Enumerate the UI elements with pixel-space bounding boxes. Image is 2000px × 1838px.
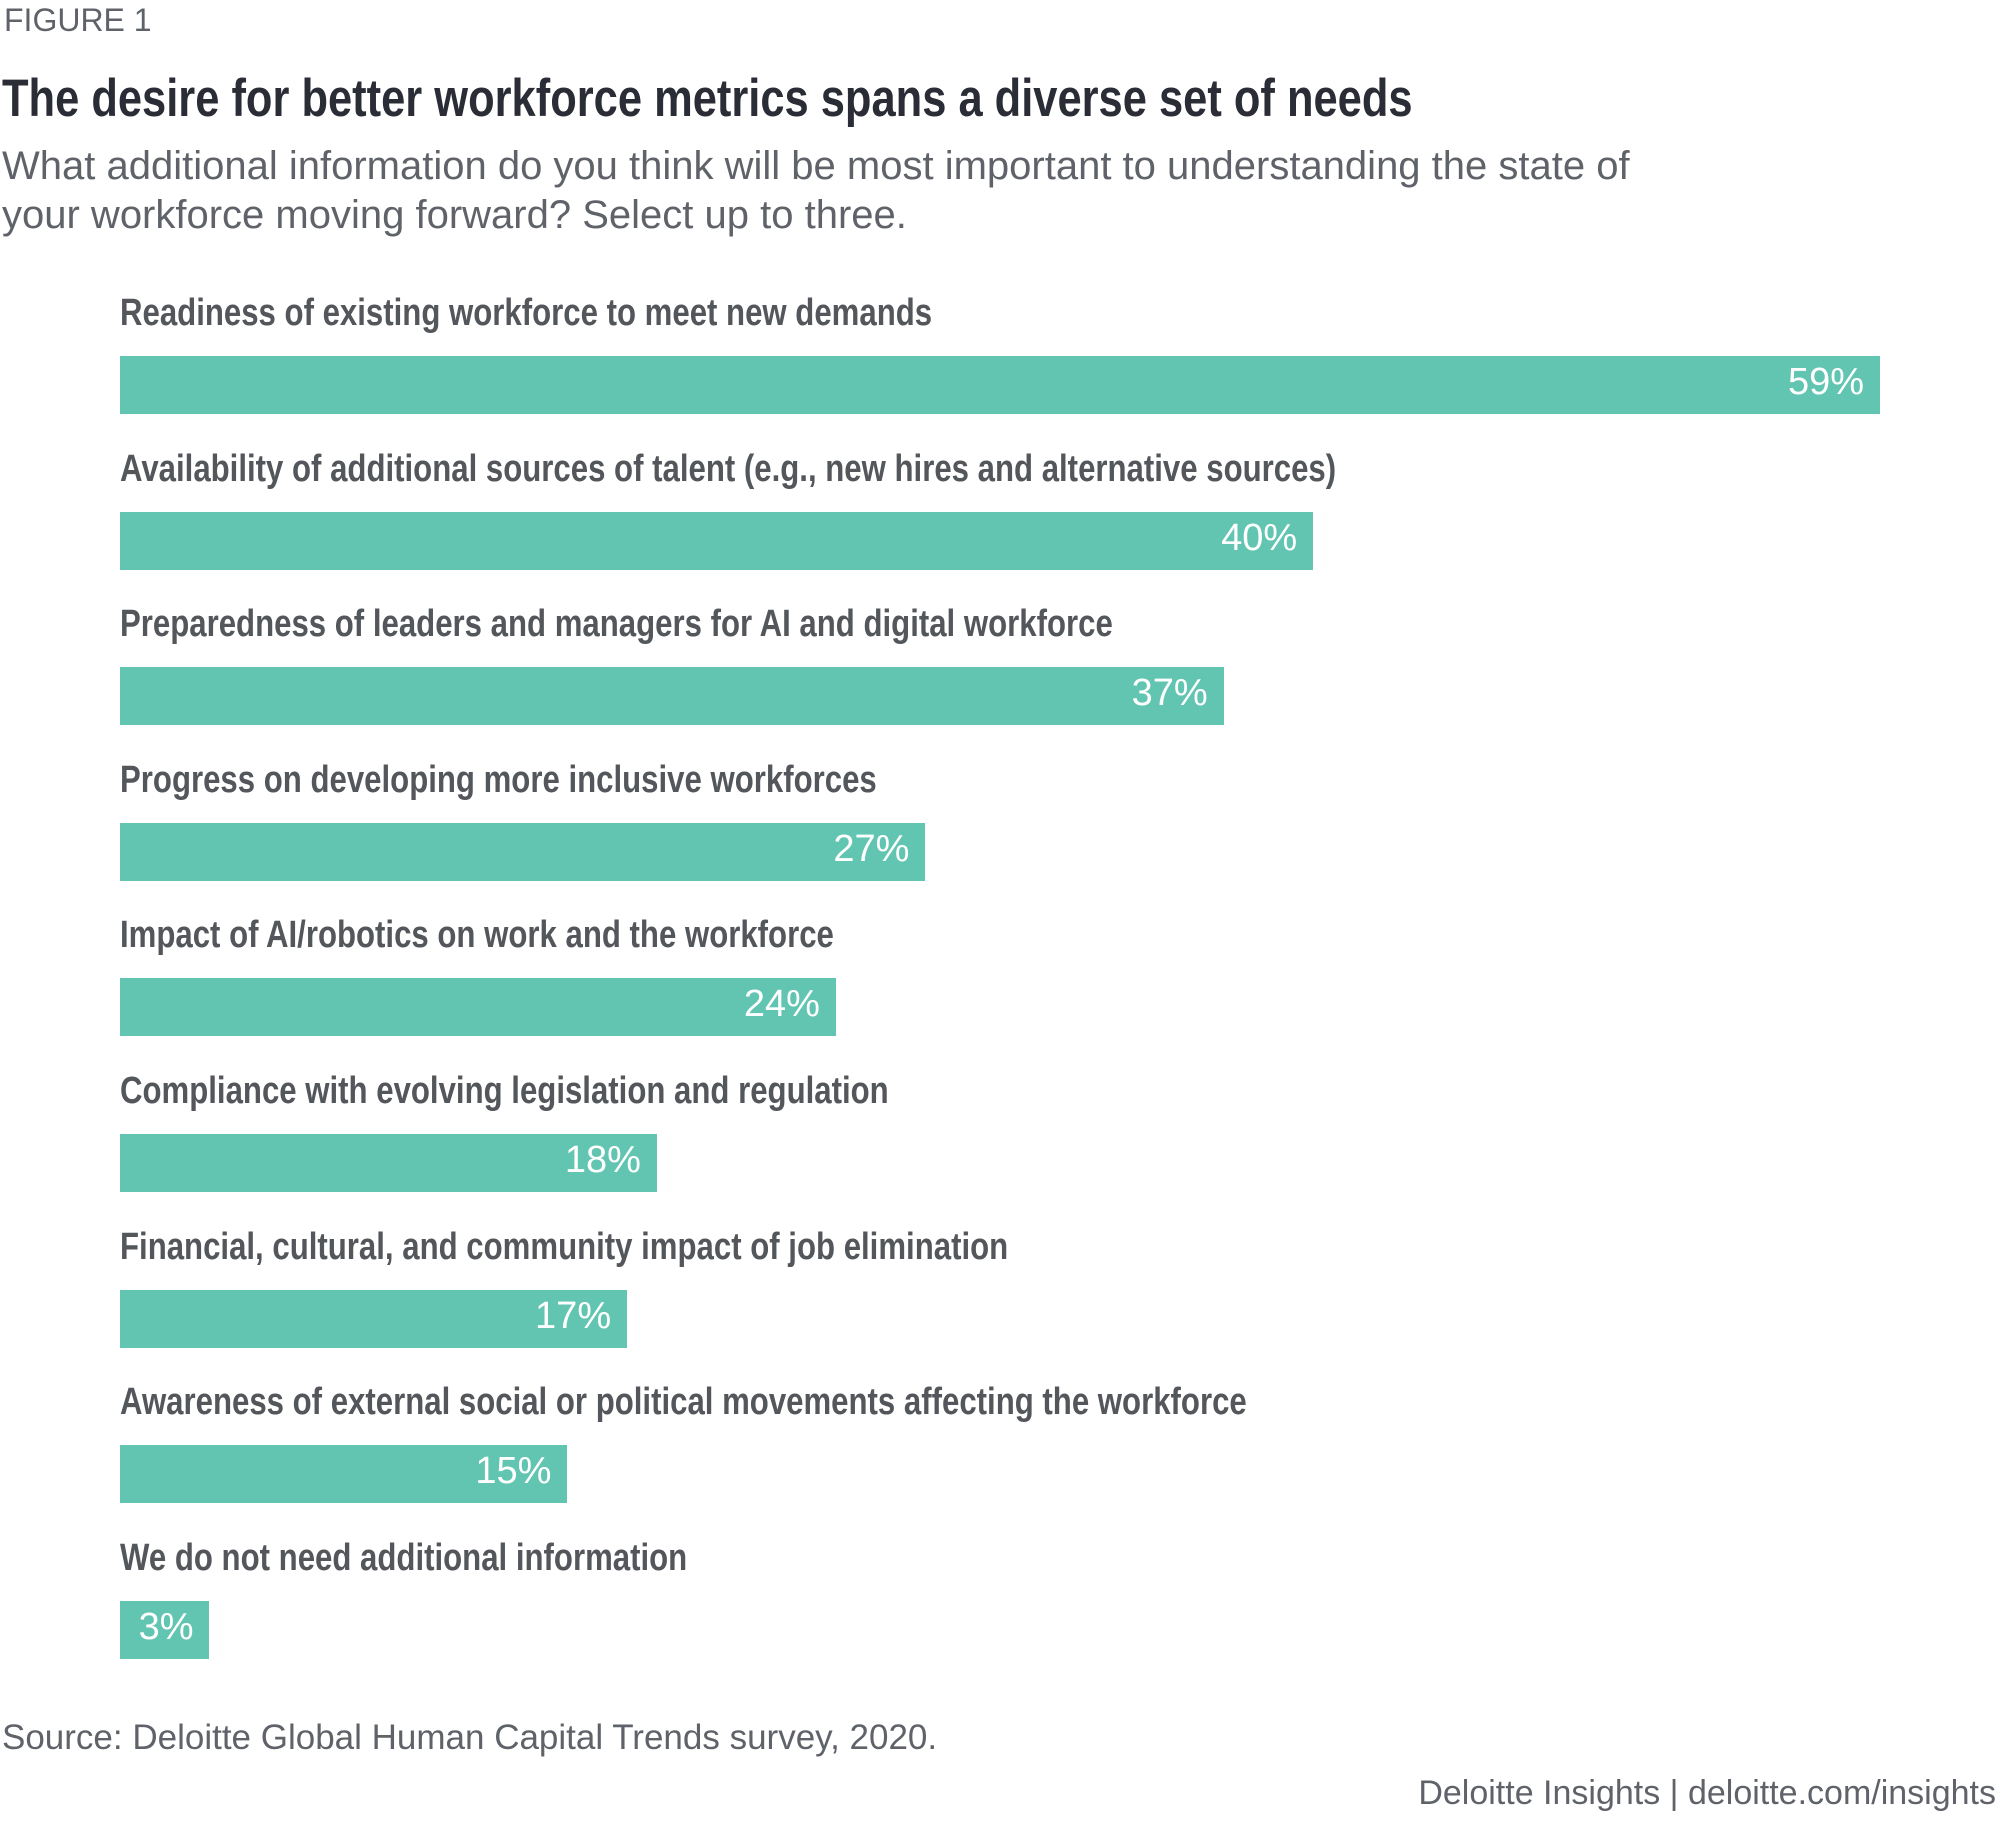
data-label: 59% — [1787, 361, 1864, 403]
data-label: 15% — [475, 1450, 552, 1493]
category-label: Impact of AI/robotics on work and the wo… — [120, 914, 834, 957]
data-label: 40% — [1221, 516, 1298, 559]
chart-title: The desire for better workforce metrics … — [2, 69, 1413, 128]
bar: 18% — [120, 1134, 657, 1192]
bar: 27% — [120, 822, 926, 881]
source-note: Source: Deloitte Global Human Capital Tr… — [2, 1718, 938, 1757]
category-label: We do not need additional information — [120, 1536, 688, 1579]
bar: 17% — [120, 1289, 628, 1348]
data-label: 17% — [535, 1294, 612, 1337]
chart-subtitle-line-1: What additional information do you think… — [2, 144, 1630, 188]
bar: 3% — [120, 1600, 210, 1659]
bar: 37% — [120, 667, 1224, 726]
data-label: 37% — [1131, 672, 1208, 715]
footer-credit: Deloitte Insights | deloitte.com/insight… — [1418, 1774, 1996, 1812]
chart-subtitle-line-2: your workforce moving forward? Select up… — [2, 193, 907, 237]
category-label: Progress on developing more inclusive wo… — [120, 758, 877, 801]
data-label: 3% — [138, 1605, 194, 1648]
category-label: Readiness of existing workforce to meet … — [120, 292, 933, 334]
data-label: 18% — [564, 1139, 641, 1181]
category-label: Awareness of external social or politica… — [120, 1381, 1247, 1424]
category-label: Compliance with evolving legislation and… — [120, 1070, 889, 1112]
bar: 40% — [120, 511, 1314, 570]
category-label: Availability of additional sources of ta… — [120, 447, 1337, 490]
bar: 24% — [120, 978, 836, 1037]
data-label: 24% — [743, 983, 820, 1026]
category-label: Preparedness of leaders and managers for… — [120, 603, 1113, 646]
category-label: Financial, cultural, and community impac… — [120, 1225, 1009, 1268]
bar: 15% — [120, 1445, 568, 1504]
data-label: 27% — [833, 827, 910, 870]
bar: 59% — [120, 356, 1880, 414]
figure-label: FIGURE 1 — [4, 2, 152, 38]
